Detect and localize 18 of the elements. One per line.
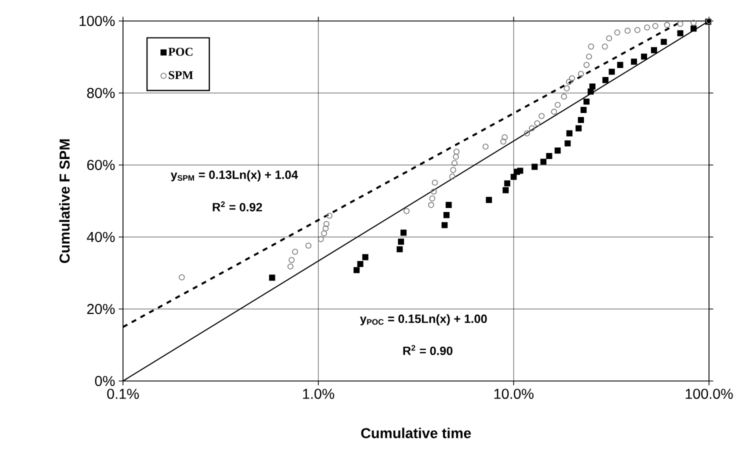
y-tick-label: 80% xyxy=(87,88,115,98)
annotation: R$^{2}$ = 0.92 xyxy=(212,201,262,212)
y-tick-label: 60% xyxy=(87,160,115,170)
y-tick-label: 100% xyxy=(80,16,115,26)
legend-label: POC xyxy=(168,48,192,56)
x-tick-label: 10.0% xyxy=(494,388,534,399)
y-tick-label: 0% xyxy=(95,376,115,386)
y-axis-title: Cumulative F SPM xyxy=(59,139,70,263)
annotation: y$_{POC}$ = 0.15Ln(x) + 1.00 xyxy=(360,314,487,326)
legend-label: SPM xyxy=(168,71,194,80)
x-tick-label: 100.0% xyxy=(686,388,733,399)
y-tick-label: 40% xyxy=(86,232,115,242)
x-tick-label: 1.0% xyxy=(303,388,334,399)
x-axis-title: Cumulative time xyxy=(361,428,471,438)
x-tick-label: 0.1% xyxy=(107,388,139,399)
y-tick-label: 20% xyxy=(87,304,115,314)
annotation: y$_{SPM}$ = 0.13Ln(x) + 1.04 xyxy=(170,170,298,182)
annotation: R$^{2}$ = 0.90 xyxy=(403,345,452,356)
